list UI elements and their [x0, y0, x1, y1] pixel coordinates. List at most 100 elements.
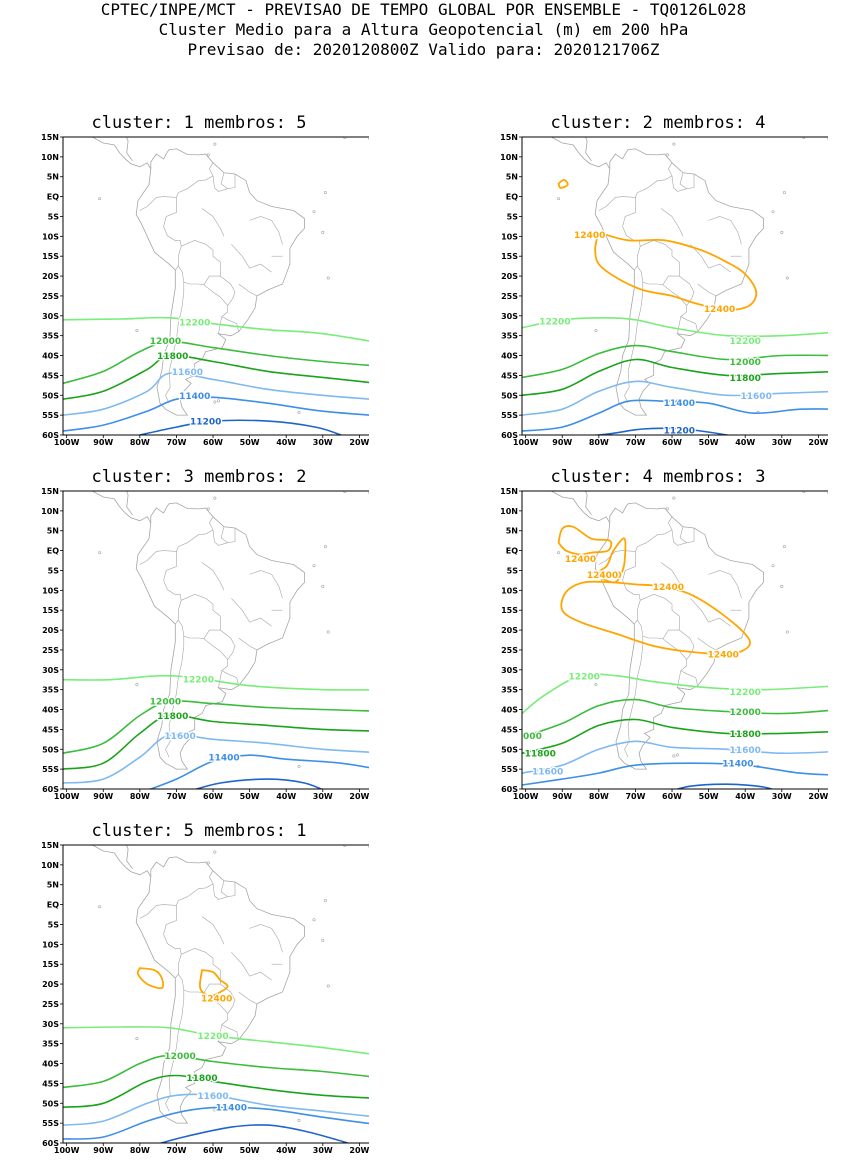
- coastline: [594, 148, 764, 416]
- lon-tick-label: 100W: [54, 438, 80, 447]
- contour-label: 12400: [574, 231, 605, 241]
- contour-label: 12200: [183, 675, 214, 685]
- lat-tick-label: 5S: [507, 566, 519, 575]
- contour-label: 11800: [525, 750, 556, 760]
- lon-tick-label: 100W: [54, 1146, 80, 1155]
- contour-label: 12400: [565, 555, 596, 565]
- contour-label: 11600: [741, 392, 772, 402]
- contour-11400: [148, 754, 385, 789]
- contour-11600: [63, 372, 385, 416]
- lat-tick-label: 10S: [501, 586, 518, 595]
- contour-12400-loop: [560, 580, 751, 656]
- lat-tick-label: 45S: [501, 371, 518, 380]
- island: [326, 630, 330, 634]
- lat-tick-label: 55S: [42, 411, 59, 420]
- island: [213, 142, 217, 146]
- contour-12400-loop: [557, 179, 569, 189]
- panel-title: cluster: 3 membros: 2: [91, 467, 307, 487]
- island: [217, 399, 221, 403]
- contour-11800: [522, 718, 841, 754]
- lat-tick-label: 15N: [41, 133, 59, 142]
- contour-label: 11800: [730, 374, 761, 384]
- coastline: [135, 502, 305, 770]
- coastline: [63, 491, 152, 524]
- lat-tick-label: 5N: [506, 173, 518, 182]
- island: [206, 861, 210, 865]
- island: [206, 153, 210, 157]
- lat-tick-label: 30S: [501, 666, 518, 675]
- country-border: [231, 244, 272, 273]
- contour-11600: [522, 740, 841, 774]
- country-border: [178, 516, 214, 547]
- lat-tick-label: 20S: [42, 626, 59, 635]
- country-border: [637, 162, 673, 193]
- country-border: [231, 952, 272, 981]
- island: [213, 850, 217, 854]
- lon-tick-label: 30W: [772, 792, 792, 801]
- coastline: [585, 491, 592, 516]
- island: [323, 899, 327, 903]
- lat-tick-label: 10N: [41, 153, 59, 162]
- lon-tick-label: 90W: [552, 438, 572, 447]
- lon-tick-label: 60W: [203, 1146, 223, 1155]
- lon-tick-label: 20W: [808, 792, 828, 801]
- lat-tick-label: 35S: [501, 686, 518, 695]
- lat-tick-label: 25S: [42, 1000, 59, 1009]
- country-border: [201, 208, 225, 237]
- country-border: [212, 529, 228, 546]
- lon-tick-label: 80W: [130, 792, 150, 801]
- country-border: [677, 659, 687, 688]
- lon-tick-label: 40W: [276, 1146, 296, 1155]
- island: [665, 507, 669, 511]
- island: [785, 276, 789, 280]
- contour-12000: [522, 344, 841, 379]
- lat-tick-label: 5N: [47, 881, 59, 890]
- country-border: [662, 629, 695, 660]
- lat-tick-label: 40S: [42, 352, 59, 361]
- contour-label: 12400: [653, 583, 684, 593]
- lon-tick-label: 60W: [203, 438, 223, 447]
- country-border: [212, 175, 228, 192]
- lat-tick-label: 35S: [501, 332, 518, 341]
- header-line-2: Cluster Medio para a Altura Geopotencial…: [158, 20, 689, 39]
- panel-title: cluster: 1 membros: 5: [91, 113, 307, 133]
- contour-12200: [63, 1026, 385, 1057]
- island: [326, 984, 330, 988]
- coastline: [827, 492, 844, 516]
- lat-tick-label: 5S: [507, 212, 519, 221]
- island: [771, 564, 775, 568]
- country-border: [221, 670, 239, 686]
- lon-tick-label: 40W: [276, 438, 296, 447]
- country-border: [671, 529, 687, 546]
- island: [213, 400, 217, 404]
- contour-label: 12400: [704, 305, 735, 315]
- contour-label: 2000: [517, 732, 542, 742]
- lon-tick-label: 20W: [808, 438, 828, 447]
- country-border: [690, 598, 731, 627]
- country-border: [201, 916, 225, 945]
- coastline: [368, 846, 385, 870]
- lat-tick-label: 10N: [500, 507, 518, 516]
- lat-tick-label: 10S: [42, 586, 59, 595]
- lat-tick-label: 50S: [42, 391, 59, 400]
- lat-tick-label: 40S: [501, 352, 518, 361]
- lat-tick-label: 10S: [42, 940, 59, 949]
- lat-tick-label: 40S: [501, 706, 518, 715]
- lon-tick-label: 60W: [203, 792, 223, 801]
- coastline: [368, 138, 385, 162]
- contour-label: 12400: [591, 571, 622, 581]
- contour-label: 11200: [190, 418, 221, 428]
- contour-label: 12200: [730, 688, 761, 698]
- map-cluster-3: 12200 12000 11800 11600 11400 15N 10N 5N EQ 5S 10S…: [33, 487, 386, 807]
- island: [312, 564, 316, 568]
- lat-tick-label: 5S: [48, 920, 60, 929]
- island: [135, 1037, 139, 1041]
- island: [672, 496, 676, 500]
- lon-tick-label: 20W: [349, 792, 369, 801]
- contour-12000: [63, 340, 385, 385]
- lon-tick-label: 100W: [513, 792, 539, 801]
- lat-tick-label: 20S: [501, 626, 518, 635]
- country-border: [708, 216, 742, 245]
- map-cluster-1: 12200 12000 11800 11600 11400 11200 15N 10N 5N EQ…: [33, 133, 386, 453]
- country-border: [218, 1013, 228, 1042]
